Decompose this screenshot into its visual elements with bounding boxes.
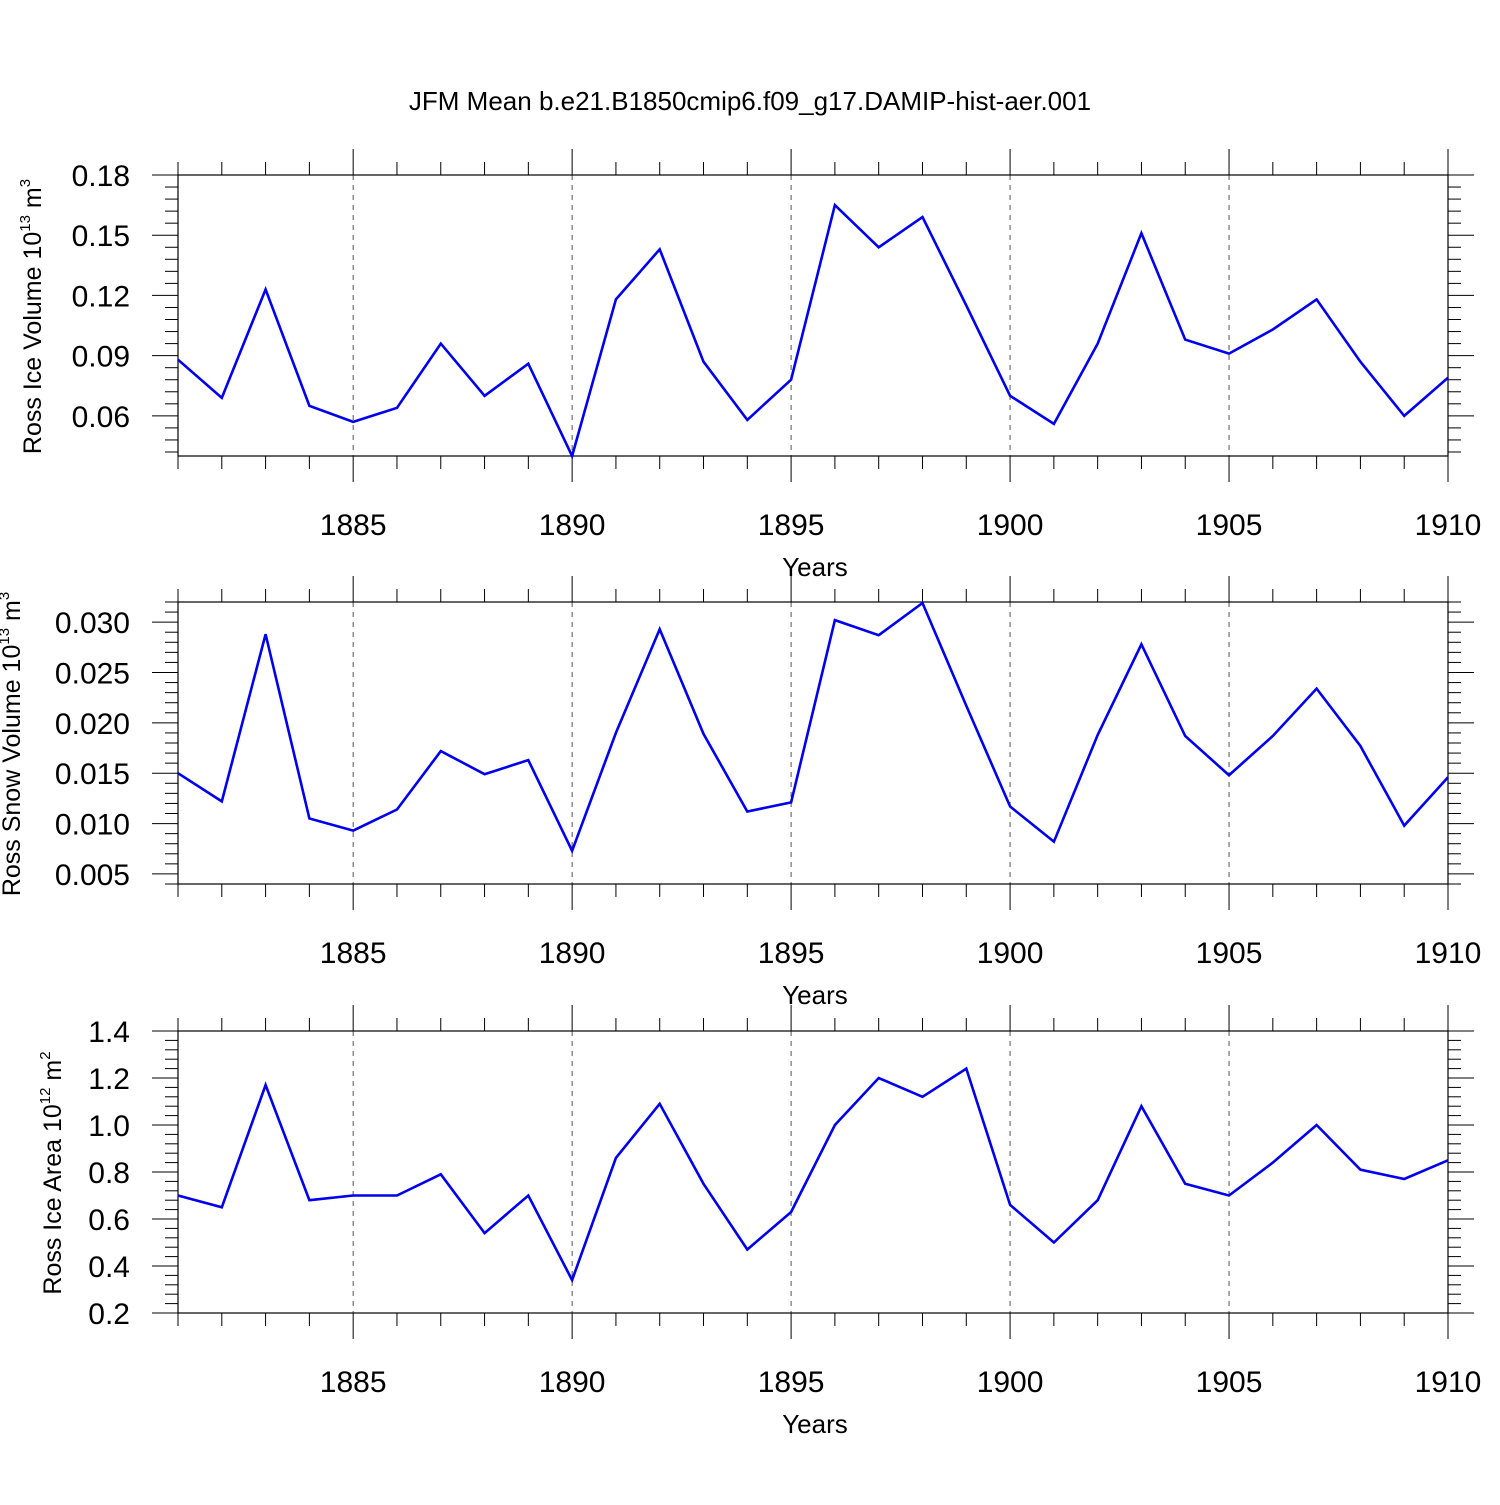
x-tick-label: 1885	[320, 937, 387, 970]
x-tick-label: 1900	[977, 1366, 1044, 1399]
series-line	[177, 1066, 1449, 1284]
x-tick-label: 1895	[758, 1366, 825, 1399]
plot-frame	[177, 174, 1449, 457]
x-tick-label: 1885	[320, 1366, 387, 1399]
x-tick-label: 1900	[977, 509, 1044, 542]
y-axis-label: Ross Ice Area 1012 m2	[37, 1051, 67, 1294]
panel-1: 0.06 0.09 0.12 0.15 0.18 1885 1890 1895 1900 1905…	[17, 149, 1481, 582]
y-axis-label: Ross Snow Volume 1013 m3	[0, 592, 26, 896]
y-axis-label: Ross Ice Volume 1013 m3	[17, 179, 47, 454]
y-tick-label: 1.0	[88, 1110, 130, 1143]
x-axis-label: Years	[782, 1409, 848, 1439]
x-tick-label: 1890	[539, 509, 606, 542]
panel-3: 0.2 0.4 0.6 0.8 1.0 1.2 1.4 1885 1890 1895 1900 190…	[37, 1005, 1481, 1439]
x-tick-label: 1910	[1415, 509, 1482, 542]
x-axis-label: Years	[782, 980, 848, 1010]
chart-title: JFM Mean b.e21.B1850cmip6.f09_g17.DAMIP-…	[409, 86, 1091, 116]
series-line	[177, 202, 1449, 460]
x-tick-label: 1905	[1196, 937, 1263, 970]
panel-2: 0.005 0.010 0.015 0.020 0.025 0.030 1885 1890 18…	[0, 576, 1481, 1010]
y-tick-label: 0.2	[88, 1298, 130, 1331]
x-tick-label: 1895	[758, 937, 825, 970]
y-tick-label: 1.4	[88, 1016, 130, 1049]
y-tick-label: 0.06	[72, 401, 130, 434]
y-tick-label: 0.6	[88, 1204, 130, 1237]
plot-frame	[177, 1030, 1449, 1314]
x-tick-label: 1900	[977, 937, 1044, 970]
y-tick-label: 0.12	[72, 280, 130, 313]
y-tick-label: 0.025	[55, 658, 130, 691]
y-tick-label: 0.15	[72, 220, 130, 253]
y-tick-label: 0.8	[88, 1157, 130, 1190]
y-tick-label: 0.005	[55, 859, 130, 892]
y-tick-label: 0.030	[55, 607, 130, 640]
y-tick-label: 0.18	[72, 160, 130, 193]
x-axis-label: Years	[782, 552, 848, 582]
plot-frame	[177, 601, 1449, 885]
y-tick-label: 0.020	[55, 708, 130, 741]
y-tick-label: 0.015	[55, 758, 130, 791]
x-tick-label: 1910	[1415, 937, 1482, 970]
x-tick-label: 1905	[1196, 509, 1263, 542]
y-tick-label: 0.09	[72, 341, 130, 374]
x-tick-label: 1890	[539, 937, 606, 970]
x-tick-label: 1895	[758, 509, 825, 542]
y-tick-label: 0.010	[55, 809, 130, 842]
x-tick-label: 1910	[1415, 1366, 1482, 1399]
series-line	[177, 600, 1449, 855]
x-tick-label: 1905	[1196, 1366, 1263, 1399]
y-tick-label: 0.4	[88, 1251, 130, 1284]
y-tick-label: 1.2	[88, 1063, 130, 1096]
x-tick-label: 1885	[320, 509, 387, 542]
x-tick-label: 1890	[539, 1366, 606, 1399]
